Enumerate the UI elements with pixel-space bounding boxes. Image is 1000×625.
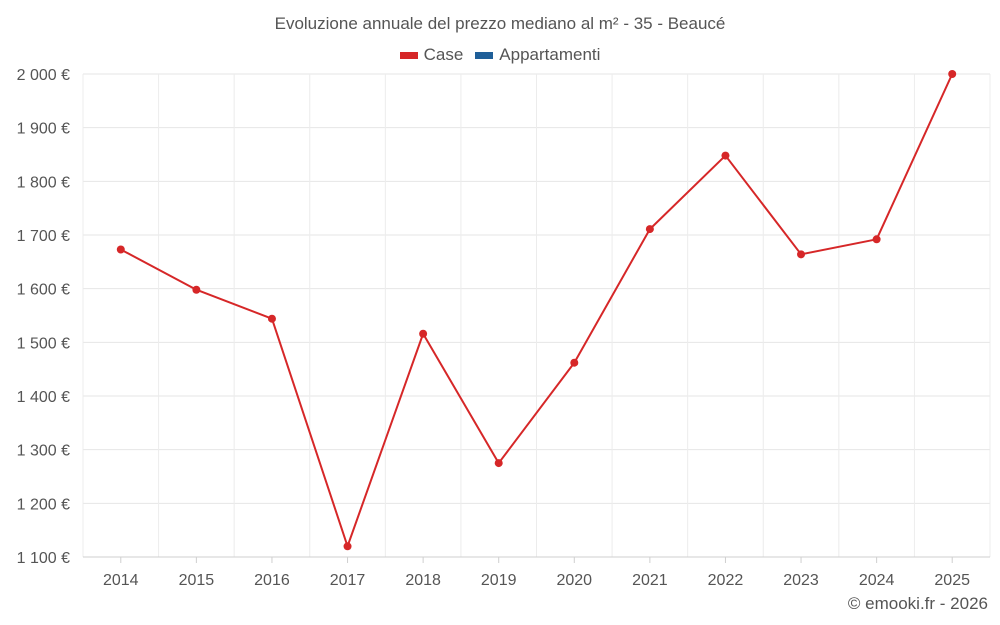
data-point xyxy=(721,151,730,160)
x-tick-label: 2016 xyxy=(254,572,290,589)
x-tick-label: 2015 xyxy=(179,572,215,589)
legend-label-appartamenti: Appartamenti xyxy=(499,45,601,64)
x-tick-label: 2023 xyxy=(783,572,819,589)
chart-title: Evoluzione annuale del prezzo mediano al… xyxy=(274,14,726,33)
data-point xyxy=(948,70,957,78)
x-tick-label: 2025 xyxy=(934,572,970,589)
data-point xyxy=(267,314,276,323)
legend-swatch-case xyxy=(399,51,418,59)
x-tick-label: 2024 xyxy=(859,572,895,589)
legend-swatch-appartamenti xyxy=(475,51,494,59)
y-tick-label: 2 000 € xyxy=(17,67,70,84)
legend-item-case[interactable]: Case xyxy=(399,45,464,65)
data-point xyxy=(343,542,352,551)
series-line-case xyxy=(120,73,954,548)
y-tick-label: 1 700 € xyxy=(17,228,70,245)
data-point xyxy=(645,225,654,234)
x-tick-label: 2021 xyxy=(632,572,668,589)
x-tick-label: 2019 xyxy=(481,572,517,589)
x-tick-label: 2018 xyxy=(405,572,441,589)
x-tick-label: 2020 xyxy=(556,572,592,589)
legend-label-case: Case xyxy=(423,45,464,64)
legend: Case Appartamenti xyxy=(0,45,1000,65)
credit-text: © emooki.fr - 2026 xyxy=(847,594,988,613)
y-tick-label: 1 800 € xyxy=(17,174,70,191)
y-tick-label: 1 900 € xyxy=(17,121,70,138)
y-tick-label: 1 100 € xyxy=(17,550,70,567)
data-point xyxy=(116,245,125,254)
data-point xyxy=(494,459,503,468)
data-point xyxy=(419,329,428,338)
y-tick-label: 1 200 € xyxy=(17,496,70,513)
x-tick-label: 2017 xyxy=(330,572,366,589)
data-point xyxy=(797,250,806,259)
x-tick-label: 2022 xyxy=(708,572,744,589)
legend-item-appartamenti[interactable]: Appartamenti xyxy=(475,45,600,65)
y-tick-label: 1 600 € xyxy=(17,282,70,299)
data-point xyxy=(872,235,881,244)
data-point xyxy=(192,285,201,294)
y-tick-label: 1 300 € xyxy=(17,443,70,460)
y-tick-label: 1 400 € xyxy=(17,389,70,406)
x-tick-label: 2014 xyxy=(103,572,139,589)
y-tick-label: 1 500 € xyxy=(17,335,70,352)
data-point xyxy=(570,358,579,367)
